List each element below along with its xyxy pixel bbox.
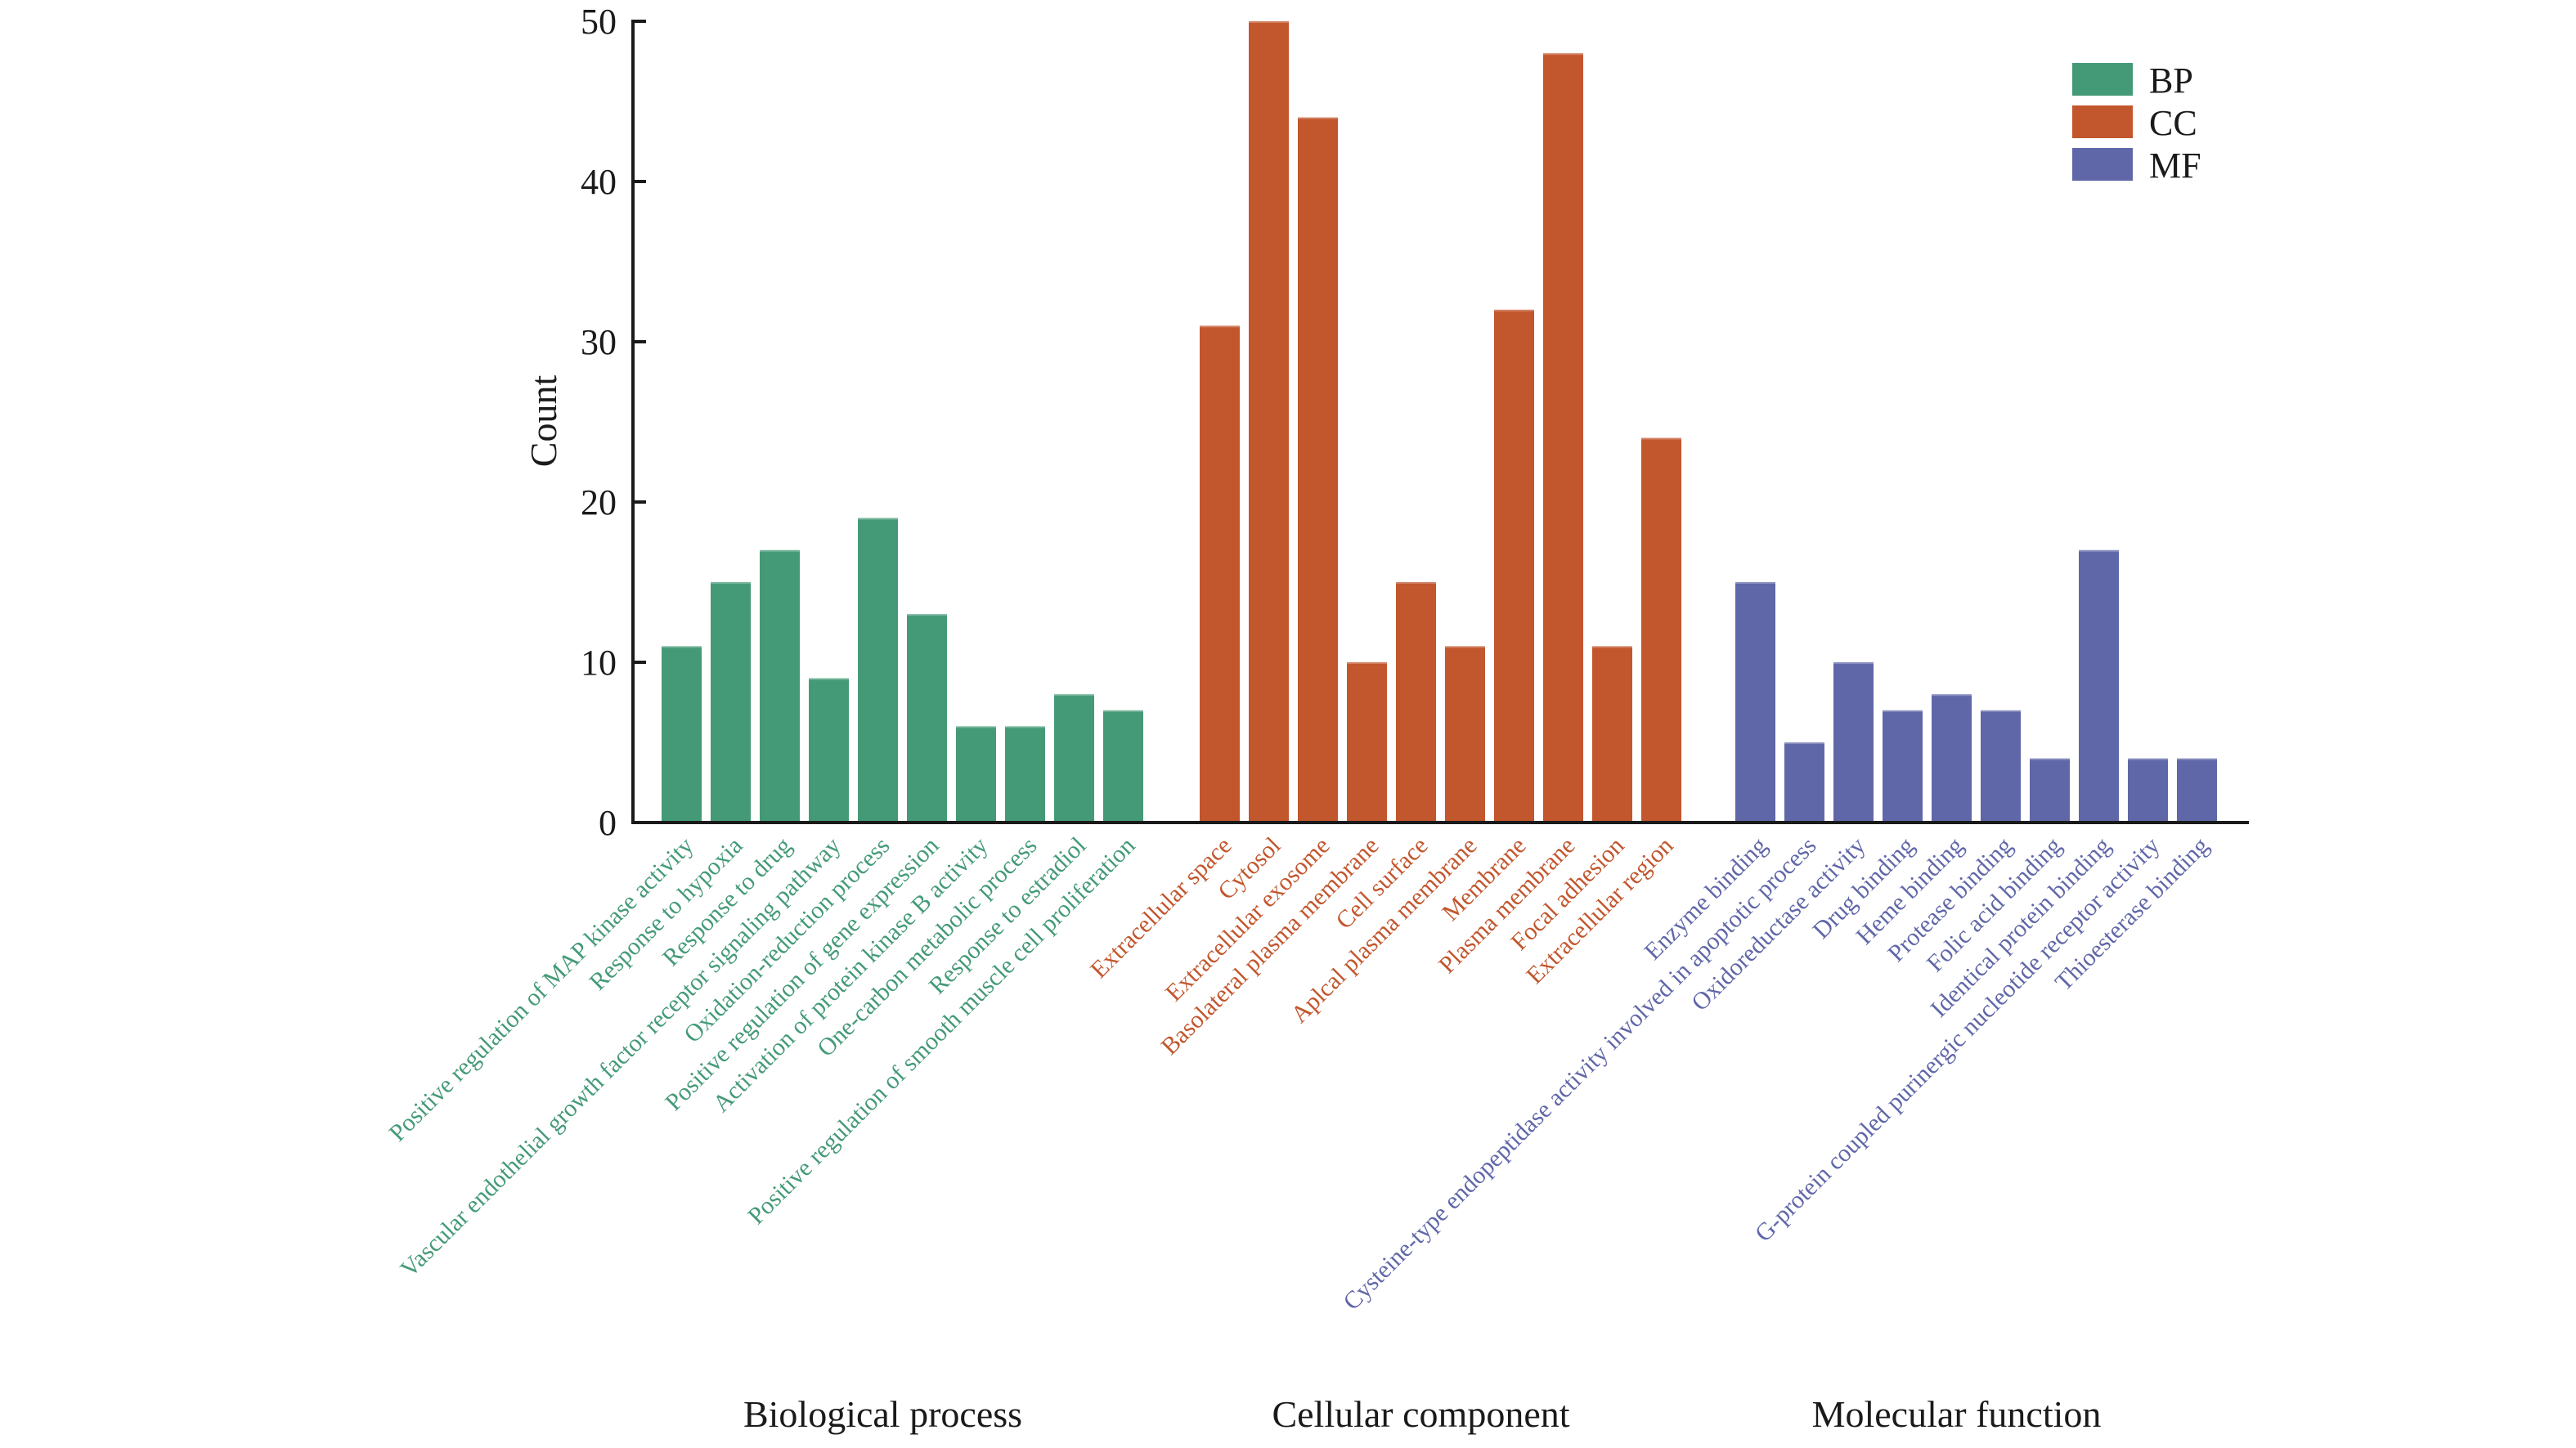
bar-cc-basolateral-plasma-membrane xyxy=(1347,662,1387,823)
bar-highlight xyxy=(1932,694,1972,697)
bar-highlight xyxy=(1592,646,1632,648)
bar-bp-vascular-endothelial-growth-factor-receptor-signaling-pathway xyxy=(809,678,849,823)
bar-cc-cytosol xyxy=(1249,21,1289,823)
bar-bp-response-to-drug xyxy=(760,549,800,823)
bar-highlight xyxy=(956,726,996,728)
legend-swatch-bp xyxy=(2072,63,2133,96)
bar-highlight xyxy=(2128,758,2168,760)
bar-highlight xyxy=(809,678,849,680)
bar-mf-identical-protein-binding xyxy=(2079,549,2119,823)
y-tick-label: 40 xyxy=(581,162,617,202)
bar-highlight xyxy=(1494,309,1534,312)
y-tick-label: 0 xyxy=(599,803,617,843)
legend-label-mf: MF xyxy=(2149,146,2201,186)
bar-mf-cysteine-type-endopeptidase-activity-involved-in-apoptotic-process xyxy=(1784,742,1824,823)
bar-bp-activation-of-protein-kinase-b-activity xyxy=(956,726,996,823)
legend-swatch-cc xyxy=(2072,105,2133,138)
bar-bp-positive-regulation-of-smooth-muscle-cell-proliferation xyxy=(1103,710,1143,823)
legend-label-cc: CC xyxy=(2149,103,2197,143)
bar-highlight xyxy=(858,518,898,520)
bar-cc-focal-adhesion xyxy=(1592,646,1632,823)
bar-highlight xyxy=(907,614,947,616)
bar-highlight xyxy=(760,549,800,552)
bar-highlight xyxy=(1298,117,1338,119)
bar-highlight xyxy=(1833,662,1874,664)
bar-mf-enzyme-binding xyxy=(1735,582,1775,823)
bar-mf-thioesterase-binding xyxy=(2177,758,2217,823)
bar-highlight xyxy=(711,582,751,584)
bar-cc-extracellular-region xyxy=(1641,437,1681,823)
bar-highlight xyxy=(1396,582,1436,584)
bar-highlight xyxy=(1005,726,1045,728)
legend-label-bp: BP xyxy=(2149,61,2193,101)
bar-bp-one-carbon-metabolic-process xyxy=(1005,726,1045,823)
bar-bp-positive-regulation-of-gene-expression xyxy=(907,614,947,823)
y-axis-title: Count xyxy=(523,375,564,468)
bar-cc-plasma-membrane xyxy=(1543,53,1583,823)
bar-highlight xyxy=(2030,758,2070,760)
group-label-mf: Molecular function xyxy=(1812,1393,2102,1435)
category-label: Positive regulation of MAP kinase activi… xyxy=(384,832,699,1147)
bar-highlight xyxy=(1103,710,1143,712)
group-labels-layer: Biological process Cellular component Mole… xyxy=(743,1393,2101,1435)
bar-highlight xyxy=(1543,53,1583,56)
bar-mf-heme-binding xyxy=(1932,694,1972,823)
bar-mf-oxidoreductase-activity xyxy=(1833,662,1874,823)
bar-highlight xyxy=(1054,694,1094,697)
bar-highlight xyxy=(1347,662,1387,664)
bar-cc-membrane xyxy=(1494,309,1534,823)
bar-bp-positive-regulation-of-map-kinase-activity xyxy=(662,646,702,823)
bar-highlight xyxy=(1981,710,2021,712)
axes xyxy=(631,20,2249,824)
bar-highlight xyxy=(1735,582,1775,584)
bar-mf-g-protein-coupled-purinergic-nucleotide-receptor-activity xyxy=(2128,758,2168,823)
bar-cc-aplcal-plasma-membrane xyxy=(1445,646,1485,823)
bar-highlight xyxy=(1249,21,1289,23)
y-tick-label: 10 xyxy=(581,643,617,683)
bar-highlight xyxy=(1641,437,1681,440)
y-tick-label: 50 xyxy=(581,2,617,42)
bar-mf-drug-binding xyxy=(1883,710,1923,823)
bar-bp-oxidation-reduction-process xyxy=(858,518,898,823)
bar-highlight xyxy=(1883,710,1923,712)
bar-highlight xyxy=(662,646,702,648)
y-tick-label: 20 xyxy=(581,482,617,522)
y-ticks-layer: 0 10 20 30 40 50 xyxy=(581,2,646,843)
bar-highlight xyxy=(1445,646,1485,648)
bar-highlight xyxy=(1784,742,1824,744)
category-labels-layer: Positive regulation of MAP kinase activi… xyxy=(384,832,2215,1316)
y-tick-label: 30 xyxy=(581,322,617,362)
bar-bp-response-to-estradiol xyxy=(1054,694,1094,823)
bars-layer xyxy=(662,21,2217,823)
legend-swatch-mf xyxy=(2072,148,2133,181)
bar-highlight xyxy=(1200,325,1240,328)
bar-highlight xyxy=(2079,549,2119,552)
group-label-bp: Biological process xyxy=(743,1393,1022,1435)
bar-bp-response-to-hypoxia xyxy=(711,582,751,823)
group-label-cc: Cellular component xyxy=(1272,1393,1569,1435)
bar-cc-extracellular-space xyxy=(1200,325,1240,823)
bar-cc-cell-surface xyxy=(1396,582,1436,823)
bar-mf-protease-binding xyxy=(1981,710,2021,823)
bar-cc-extracellular-exosome xyxy=(1298,117,1338,823)
bar-mf-folic-acid-binding xyxy=(2030,758,2070,823)
bar-highlight xyxy=(2177,758,2217,760)
